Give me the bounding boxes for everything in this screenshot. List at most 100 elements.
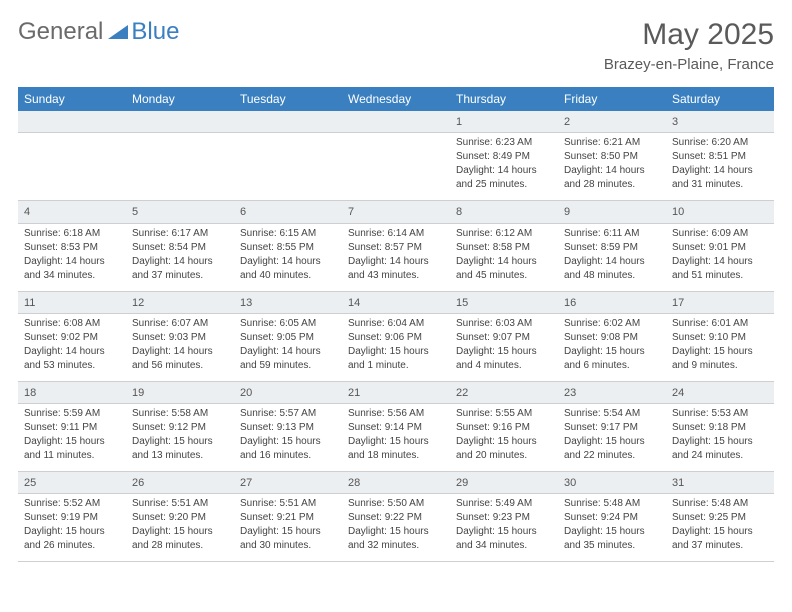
day-number: 2 — [558, 111, 666, 132]
day-detail-cell: Sunrise: 6:09 AMSunset: 9:01 PMDaylight:… — [666, 223, 774, 291]
daylight-line: Daylight: 15 hours — [240, 435, 336, 448]
sunset-line: Sunset: 9:12 PM — [132, 421, 228, 434]
daylight-line: and 35 minutes. — [564, 539, 660, 552]
sunrise-line: Sunrise: 5:56 AM — [348, 407, 444, 420]
sunset-line: Sunset: 9:22 PM — [348, 511, 444, 524]
sunrise-line: Sunrise: 6:01 AM — [672, 317, 768, 330]
day-detail-cell: Sunrise: 5:55 AMSunset: 9:16 PMDaylight:… — [450, 404, 558, 472]
day-detail: Sunrise: 5:51 AMSunset: 9:20 PMDaylight:… — [126, 494, 234, 561]
day-detail: Sunrise: 6:12 AMSunset: 8:58 PMDaylight:… — [450, 224, 558, 291]
page-header: General Blue May 2025 Brazey-en-Plaine, … — [18, 18, 774, 73]
sunset-line: Sunset: 9:18 PM — [672, 421, 768, 434]
day-detail: Sunrise: 5:48 AMSunset: 9:24 PMDaylight:… — [558, 494, 666, 561]
day-number-empty — [342, 111, 450, 132]
day-detail-cell: Sunrise: 6:23 AMSunset: 8:49 PMDaylight:… — [450, 133, 558, 201]
sunset-line: Sunset: 8:59 PM — [564, 241, 660, 254]
daylight-line: Daylight: 15 hours — [24, 525, 120, 538]
sunrise-line: Sunrise: 6:20 AM — [672, 136, 768, 149]
detail-row: Sunrise: 5:59 AMSunset: 9:11 PMDaylight:… — [18, 404, 774, 472]
day-number: 3 — [666, 111, 774, 132]
daylight-line: Daylight: 14 hours — [24, 255, 120, 268]
sunrise-line: Sunrise: 5:50 AM — [348, 497, 444, 510]
day-number-cell: 10 — [666, 201, 774, 223]
weekday-thursday: Thursday — [450, 87, 558, 111]
sunset-line: Sunset: 9:17 PM — [564, 421, 660, 434]
sunset-line: Sunset: 8:51 PM — [672, 150, 768, 163]
day-detail-cell: Sunrise: 6:08 AMSunset: 9:02 PMDaylight:… — [18, 313, 126, 381]
daylight-line: and 11 minutes. — [24, 449, 120, 462]
day-detail: Sunrise: 5:48 AMSunset: 9:25 PMDaylight:… — [666, 494, 774, 561]
sunrise-line: Sunrise: 6:09 AM — [672, 227, 768, 240]
detail-row: Sunrise: 6:08 AMSunset: 9:02 PMDaylight:… — [18, 313, 774, 381]
day-detail-cell: Sunrise: 5:59 AMSunset: 9:11 PMDaylight:… — [18, 404, 126, 472]
sunrise-line: Sunrise: 5:48 AM — [672, 497, 768, 510]
sunset-line: Sunset: 9:06 PM — [348, 331, 444, 344]
daylight-line: and 13 minutes. — [132, 449, 228, 462]
sunrise-line: Sunrise: 5:58 AM — [132, 407, 228, 420]
day-number: 8 — [450, 201, 558, 222]
daynum-row: 25262728293031 — [18, 472, 774, 494]
daylight-line: and 34 minutes. — [456, 539, 552, 552]
daylight-line: and 22 minutes. — [564, 449, 660, 462]
sunset-line: Sunset: 9:23 PM — [456, 511, 552, 524]
daylight-line: and 30 minutes. — [240, 539, 336, 552]
location-subtitle: Brazey-en-Plaine, France — [604, 56, 774, 73]
daylight-line: Daylight: 14 hours — [24, 345, 120, 358]
day-number: 4 — [18, 201, 126, 222]
day-number-cell: 4 — [18, 201, 126, 223]
daylight-line: and 56 minutes. — [132, 359, 228, 372]
sunset-line: Sunset: 8:58 PM — [456, 241, 552, 254]
day-detail-cell: Sunrise: 6:12 AMSunset: 8:58 PMDaylight:… — [450, 223, 558, 291]
day-number-cell: 12 — [126, 291, 234, 313]
day-detail-cell: Sunrise: 6:04 AMSunset: 9:06 PMDaylight:… — [342, 313, 450, 381]
day-detail-cell: Sunrise: 6:03 AMSunset: 9:07 PMDaylight:… — [450, 313, 558, 381]
sunrise-line: Sunrise: 6:11 AM — [564, 227, 660, 240]
daylight-line: and 34 minutes. — [24, 269, 120, 282]
daylight-line: Daylight: 15 hours — [456, 435, 552, 448]
day-detail: Sunrise: 6:17 AMSunset: 8:54 PMDaylight:… — [126, 224, 234, 291]
day-detail: Sunrise: 6:15 AMSunset: 8:55 PMDaylight:… — [234, 224, 342, 291]
day-number-cell: 29 — [450, 472, 558, 494]
day-detail-cell: Sunrise: 5:58 AMSunset: 9:12 PMDaylight:… — [126, 404, 234, 472]
daylight-line: Daylight: 15 hours — [132, 525, 228, 538]
day-number-cell: 14 — [342, 291, 450, 313]
daylight-line: and 9 minutes. — [672, 359, 768, 372]
daylight-line: Daylight: 14 hours — [132, 255, 228, 268]
sunset-line: Sunset: 9:08 PM — [564, 331, 660, 344]
sunrise-line: Sunrise: 6:18 AM — [24, 227, 120, 240]
day-detail-cell: Sunrise: 6:14 AMSunset: 8:57 PMDaylight:… — [342, 223, 450, 291]
daylight-line: and 43 minutes. — [348, 269, 444, 282]
day-detail-cell: Sunrise: 5:53 AMSunset: 9:18 PMDaylight:… — [666, 404, 774, 472]
day-number: 6 — [234, 201, 342, 222]
weekday-saturday: Saturday — [666, 87, 774, 111]
day-detail: Sunrise: 5:59 AMSunset: 9:11 PMDaylight:… — [18, 404, 126, 471]
daylight-line: and 28 minutes. — [132, 539, 228, 552]
day-number-cell: 16 — [558, 291, 666, 313]
day-number-cell: 27 — [234, 472, 342, 494]
brand-logo: General Blue — [18, 18, 179, 46]
day-detail: Sunrise: 6:07 AMSunset: 9:03 PMDaylight:… — [126, 314, 234, 381]
day-number-cell: 15 — [450, 291, 558, 313]
day-number-cell: 11 — [18, 291, 126, 313]
day-number: 30 — [558, 472, 666, 493]
daylight-line: Daylight: 15 hours — [564, 435, 660, 448]
day-number-cell — [234, 111, 342, 133]
daynum-row: 18192021222324 — [18, 381, 774, 403]
sunrise-line: Sunrise: 5:55 AM — [456, 407, 552, 420]
daylight-line: Daylight: 15 hours — [672, 525, 768, 538]
day-number-cell: 7 — [342, 201, 450, 223]
day-detail: Sunrise: 5:52 AMSunset: 9:19 PMDaylight:… — [18, 494, 126, 561]
daylight-line: and 53 minutes. — [24, 359, 120, 372]
day-detail-cell — [342, 133, 450, 201]
daylight-line: and 37 minutes. — [132, 269, 228, 282]
day-detail: Sunrise: 6:01 AMSunset: 9:10 PMDaylight:… — [666, 314, 774, 381]
sunrise-line: Sunrise: 5:59 AM — [24, 407, 120, 420]
day-number: 15 — [450, 292, 558, 313]
calendar-body: 12 3 Sunrise: 6:23 AMSunset: 8:49 PMDayli… — [18, 111, 774, 562]
day-number-cell: 23 — [558, 381, 666, 403]
day-number-cell: 2 — [558, 111, 666, 133]
day-number: 5 — [126, 201, 234, 222]
sunset-line: Sunset: 9:10 PM — [672, 331, 768, 344]
daylight-line: Daylight: 14 hours — [564, 164, 660, 177]
day-detail-cell: Sunrise: 5:57 AMSunset: 9:13 PMDaylight:… — [234, 404, 342, 472]
